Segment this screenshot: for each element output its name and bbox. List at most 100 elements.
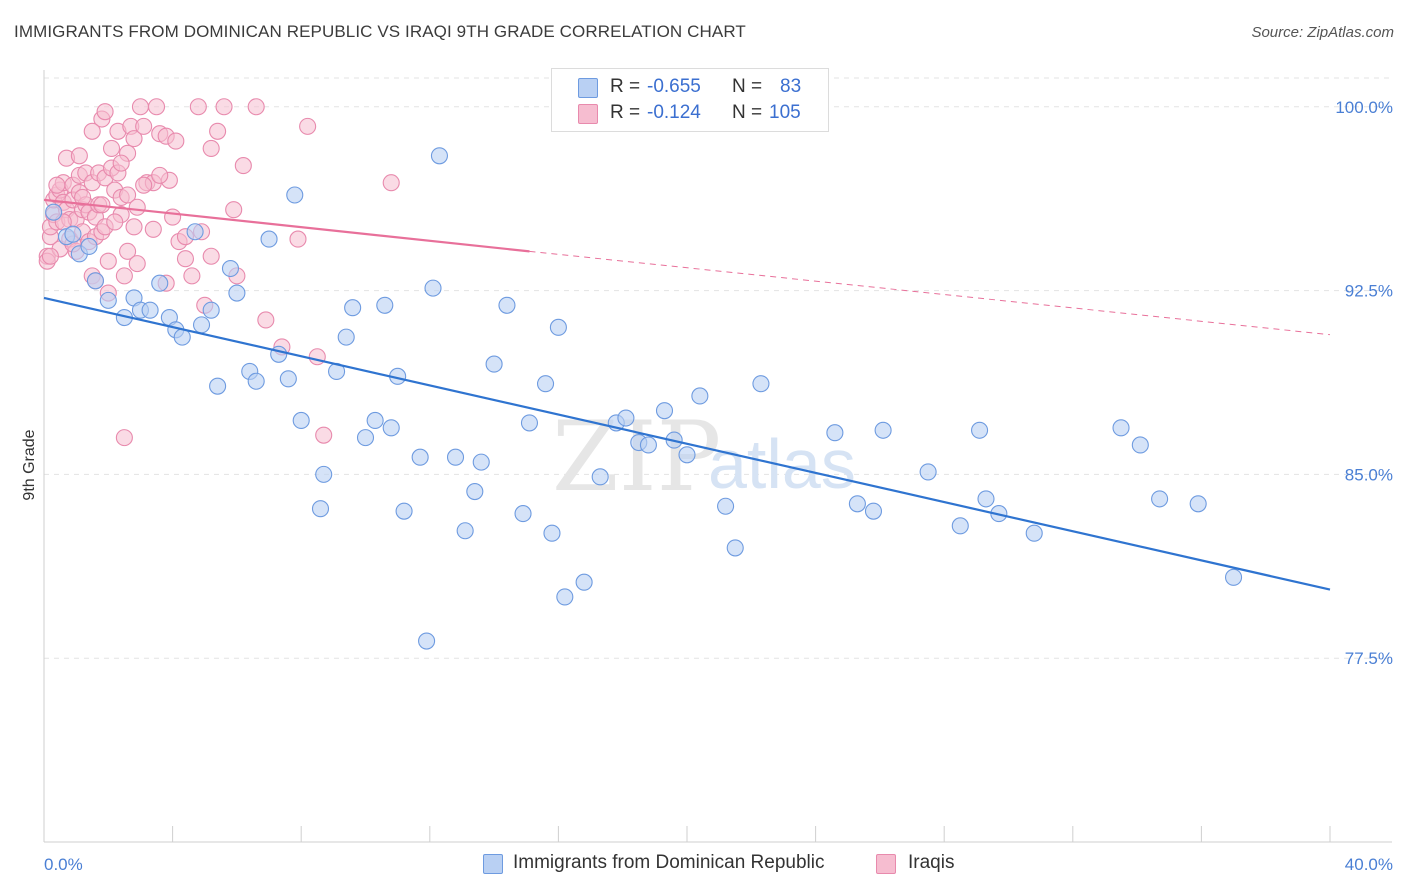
iraqis-point [202,139,220,157]
dominican-point [395,502,413,520]
iraqis-point [135,176,153,194]
pink-swatch [578,104,598,124]
dominican-point [279,370,297,388]
x-tick-label: 40.0% [1345,855,1393,874]
iraqis-point [164,208,182,226]
iraqis-point [83,122,101,140]
iraqis-point [119,186,137,204]
iraqis-trend-line [43,198,530,253]
iraqis-point [125,130,143,148]
iraqis-point [119,242,137,260]
dominican-point [543,524,561,542]
dominican-point [64,225,82,243]
dominican-point [951,517,969,535]
y-tick-label: 92.5% [1345,282,1393,301]
iraqis-point [247,98,265,116]
dominican-point [382,419,400,437]
dominican-point [485,355,503,373]
dominican-point [247,372,265,390]
dominican-point [366,411,384,430]
r-value: -0.124 [647,102,701,123]
dominican-point [1189,495,1207,513]
source-label: Source: ZipAtlas.com [1251,24,1394,41]
legend-label: Immigrants from Dominican Republic [513,852,825,873]
chart-title: IMMIGRANTS FROM DOMINICAN REPUBLIC VS IR… [14,22,746,41]
iraqis-point [41,247,59,265]
x-tick-label: 0.0% [44,855,83,874]
n-label: N = [732,102,763,123]
trend-lines [43,198,1331,591]
legend-label: Iraqis [908,852,955,873]
iraqis-point [151,166,169,184]
iraqis-point [74,188,92,206]
dominican-point [874,421,892,439]
dominican-point [1131,436,1149,454]
dominican-point [520,414,539,432]
iraqis-point [131,98,149,116]
dominican-point [446,448,465,466]
dominican-point [260,230,278,248]
iraqis-point [96,103,114,121]
dominican-point [141,301,159,319]
axes [43,70,1392,843]
dominican-point [411,448,429,466]
dominican-point [344,299,362,317]
iraqis-point [183,267,201,285]
iraqis-point [215,98,233,116]
iraqis-point [128,198,146,216]
dominican-point [977,490,995,508]
dominican-point [99,291,117,309]
r-label: R = [610,76,641,97]
dominican-trend-line [43,296,1331,591]
dominican-point [86,272,104,290]
dominican-point [424,279,442,297]
iraqis-point [106,213,124,231]
dominican-point [311,500,330,518]
stats-legend: R = -0.655 N = 83 R = -0.124 N = 105 [551,68,829,132]
iraqis-trend-extension [529,250,1331,336]
iraqis-point [112,154,130,172]
iraqis-point [257,311,275,329]
dominican-point [1151,490,1169,508]
iraqis-point [128,255,146,273]
dominican-point [591,468,609,486]
iraqis-point [48,176,66,194]
iraqis-point [115,429,133,447]
iraqis-point [225,201,243,219]
dominican-point [356,429,375,447]
n-value: 105 [769,102,801,123]
dominican-point [209,377,227,395]
r-value: -0.655 [647,76,701,97]
dominican-point [536,375,555,393]
dominican-point [202,301,220,319]
dominican-point [752,375,770,393]
dominican-point [221,259,240,278]
n-value: 83 [780,76,802,97]
y-tick-label: 100.0% [1335,98,1393,117]
watermark: ZIP atlas [552,401,856,513]
tick-labels: 77.5% 85.0% 92.5% 100.0% 0.0% 40.0% [44,98,1393,874]
iraqis-point [147,98,166,116]
dominican-point [337,328,355,346]
dominican-point [678,446,696,464]
dominican-point [549,318,567,336]
iraqis-point [125,218,143,236]
iraqis-point [115,267,133,285]
dominican-point [655,402,674,420]
dominican-point [186,223,204,241]
n-label: N = [732,76,763,97]
dominican-point [228,284,246,302]
dominican-point [192,316,211,334]
dominican-point [639,436,657,454]
dominican-point [848,495,866,513]
iraqis-point [289,230,307,248]
y-axis-label: 9th Grade [21,429,38,500]
pink-swatch [876,854,896,874]
dominican-point [575,573,593,591]
iraqis-point [99,252,117,270]
iraqis-point [315,426,333,444]
dominican-point [292,411,310,430]
dominican-point [726,539,744,557]
dominican-point [1112,419,1130,437]
dominican-point [864,502,883,520]
